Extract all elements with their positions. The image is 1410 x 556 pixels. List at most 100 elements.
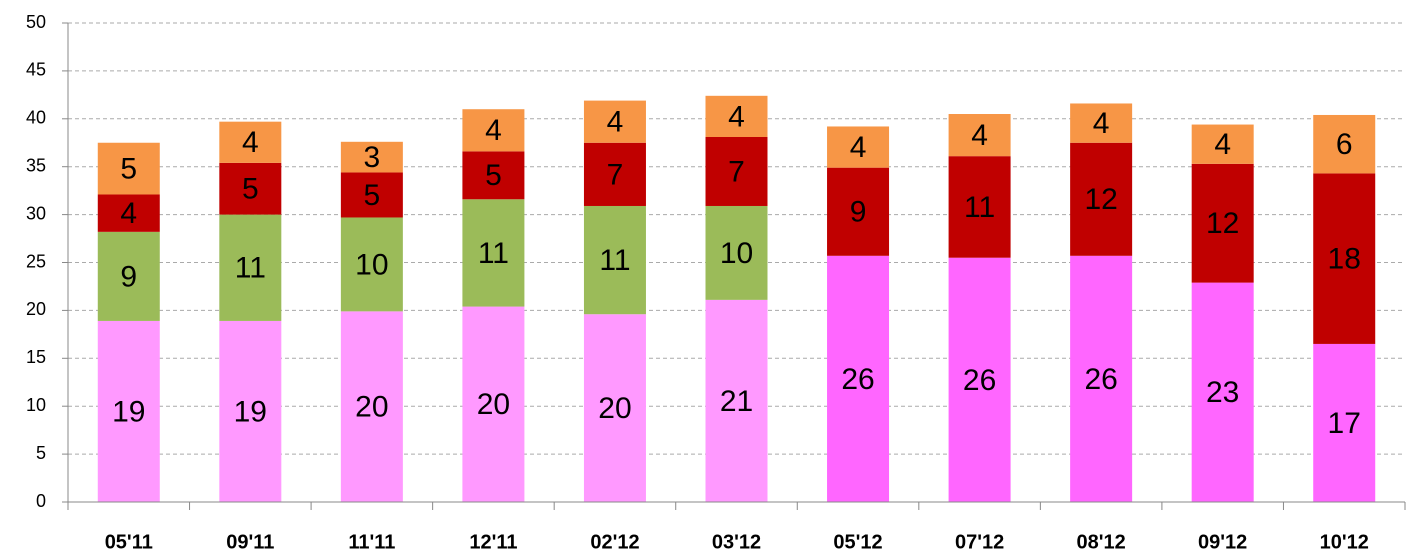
data-label: 26 [841,363,874,396]
y-tick-label: 10 [26,395,46,415]
data-label: 19 [234,395,267,428]
bar-segment [583,205,646,315]
bar-segment [827,167,890,256]
x-tick-label: 11'11 [348,531,395,553]
data-label: 4 [850,131,867,164]
bar-segment [219,162,282,215]
bar-segment [705,95,768,138]
bar-segment [462,306,525,502]
data-label: 6 [1336,128,1353,161]
data-label: 4 [242,126,259,159]
data-label: 4 [485,114,502,147]
bar-segment [340,217,403,312]
data-label: 7 [728,155,745,188]
data-label: 4 [728,100,745,133]
data-label: 5 [242,173,259,206]
data-label: 4 [607,106,624,139]
bar-segment [705,137,768,206]
y-tick-label: 25 [26,251,46,271]
bar-segment [948,156,1011,258]
data-label: 11 [599,244,630,277]
data-label: 17 [1328,407,1361,440]
data-label: 9 [120,260,137,293]
data-label: 3 [364,141,381,174]
x-tick-label: 03'12 [712,531,761,553]
x-tick-label: 05'11 [105,531,153,553]
bar-segment [219,320,282,502]
data-label: 23 [1206,376,1239,409]
x-tick-label: 02'12 [590,531,639,553]
data-label: 12 [1084,183,1117,216]
data-label: 20 [598,392,631,425]
data-label: 4 [1093,107,1110,140]
data-label: 20 [477,388,510,421]
bar-segment [219,214,282,321]
bar-segment [97,142,160,195]
data-label: 11 [235,252,266,285]
data-label: 11 [478,237,509,270]
bar-segment [705,299,768,502]
data-label: 10 [355,248,388,281]
bar-segment [1070,255,1133,502]
data-label: 10 [720,237,753,270]
bar-segment [705,205,768,300]
bar-segment [1313,114,1376,174]
bar-segment [97,231,160,321]
data-label: 7 [607,158,624,191]
bar-segment [340,141,403,173]
bar-segment [583,314,646,502]
bar-segment [827,126,890,168]
y-tick-label: 15 [26,347,46,367]
bar-segment [1070,142,1133,256]
data-label: 4 [971,119,988,152]
bar-segment [1070,103,1133,143]
bar-segment [827,255,890,502]
bar-segment [1313,343,1376,502]
bar-segment [1191,124,1254,164]
data-label: 19 [112,395,145,428]
bar-segment [462,151,525,200]
y-tick-label: 5 [36,443,46,463]
x-tick-label: 05'12 [833,531,882,553]
y-tick-label: 20 [26,299,46,319]
bar-segment [1313,173,1376,344]
bar-segment [340,172,403,218]
y-tick-label: 0 [36,491,46,511]
x-tick-label: 12'11 [469,531,517,553]
y-tick-label: 40 [26,108,46,128]
bar-segment [583,142,646,206]
data-label: 26 [1084,363,1117,396]
data-label: 5 [364,179,381,212]
data-label: 4 [120,197,137,230]
data-label: 4 [1214,128,1231,161]
data-label: 21 [720,385,753,418]
x-tick-label: 08'12 [1077,531,1126,553]
bar-segment [948,114,1011,157]
data-label: 12 [1206,207,1239,240]
x-tick-label: 09'12 [1198,531,1247,553]
bar-segment [219,121,282,163]
bar-segment [340,311,403,502]
data-label: 5 [485,159,502,192]
data-label: 5 [120,153,137,186]
bar-segment [948,257,1011,502]
data-label: 18 [1328,243,1361,276]
bar-segment [462,199,525,307]
bar-segment [97,194,160,232]
y-tick-label: 35 [26,155,46,175]
bar-segment [462,109,525,152]
data-label: 9 [850,196,867,229]
data-label: 11 [964,191,995,224]
data-label: 26 [963,364,996,397]
y-tick-label: 50 [26,12,46,32]
x-tick-label: 07'12 [955,531,1004,553]
y-tick-label: 45 [26,60,46,80]
x-tick-label: 10'12 [1320,531,1369,553]
bar-segment [1191,163,1254,283]
x-tick-label: 09'11 [226,531,274,553]
bar-segment [583,100,646,143]
bar-segment [97,320,160,502]
y-tick-label: 30 [26,203,46,223]
data-label: 20 [355,391,388,424]
